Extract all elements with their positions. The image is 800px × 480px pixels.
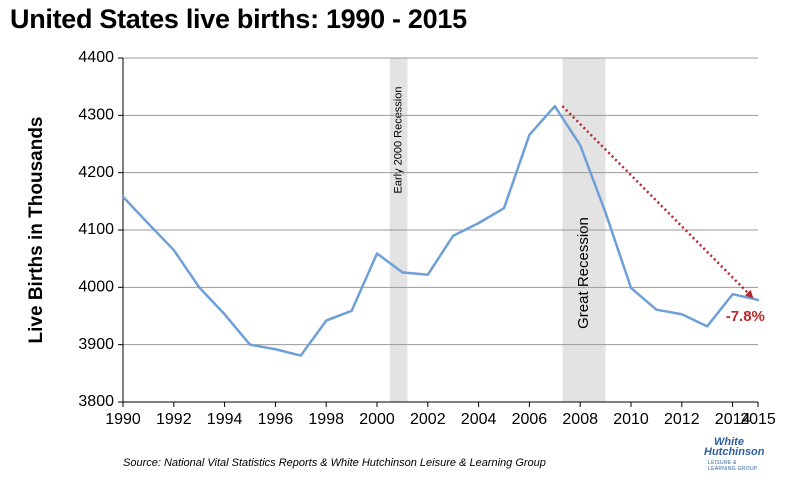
- x-tick-label-2002: 2002: [410, 411, 446, 428]
- source-note: Source: National Vital Statistics Report…: [123, 457, 546, 469]
- logo-text-line1: White: [714, 436, 744, 448]
- series-group: [121, 104, 760, 357]
- y-tick-label-4400: 4400: [78, 49, 114, 66]
- x-tick-label-1992: 1992: [156, 411, 192, 428]
- logo-text-line2: Hutchinson: [704, 446, 765, 458]
- x-tick-label-1998: 1998: [308, 411, 344, 428]
- y-tick-label-3800: 3800: [78, 393, 114, 410]
- y-tick-label-4000: 4000: [78, 279, 114, 296]
- annotations: -7.8%: [561, 105, 765, 325]
- x-tick-label-1996: 1996: [258, 411, 294, 428]
- x-tick-label-2012: 2012: [664, 411, 700, 428]
- x-tick-label-2015: 2015: [740, 411, 776, 428]
- y-axis-label: Live Births in Thousands: [26, 117, 47, 344]
- y-tick-label-3900: 3900: [78, 336, 114, 353]
- white-hutchinson-logo: White Hutchinson LEISURE & LEARNING GROU…: [700, 436, 765, 472]
- recession-band-label-1: Early 2000 Recession: [392, 86, 404, 193]
- y-ticks: 3800 3900 4000 4100 4200 4300 4400: [78, 49, 123, 410]
- y-tick-label-4300: 4300: [78, 107, 114, 124]
- x-tick-label-2006: 2006: [512, 411, 548, 428]
- recession-band-label-2: Great Recession: [575, 217, 592, 329]
- gridlines: [123, 57, 758, 346]
- x-tick-label-2000: 2000: [359, 411, 395, 428]
- x-ticks: 1990 1992 1994 1996 1998 2000 2002 2004 2006 2008…: [105, 402, 776, 428]
- x-tick-label-2004: 2004: [461, 411, 497, 428]
- x-tick-label-1994: 1994: [207, 411, 243, 428]
- series-line-1: [121, 104, 760, 357]
- x-tick-label-2010: 2010: [613, 411, 649, 428]
- y-tick-label-4200: 4200: [78, 164, 114, 181]
- chart-title: United States live births: 1990 - 2015: [10, 4, 467, 34]
- percent-change-label: -7.8%: [726, 308, 765, 325]
- logo-text-line3: LEISURE & LEARNING GROUP: [708, 460, 758, 472]
- x-tick-label-2008: 2008: [562, 411, 598, 428]
- y-tick-label-4100: 4100: [78, 221, 114, 238]
- x-tick-label-1990: 1990: [105, 411, 141, 428]
- x-tick-label-2014: 2014: [715, 411, 751, 428]
